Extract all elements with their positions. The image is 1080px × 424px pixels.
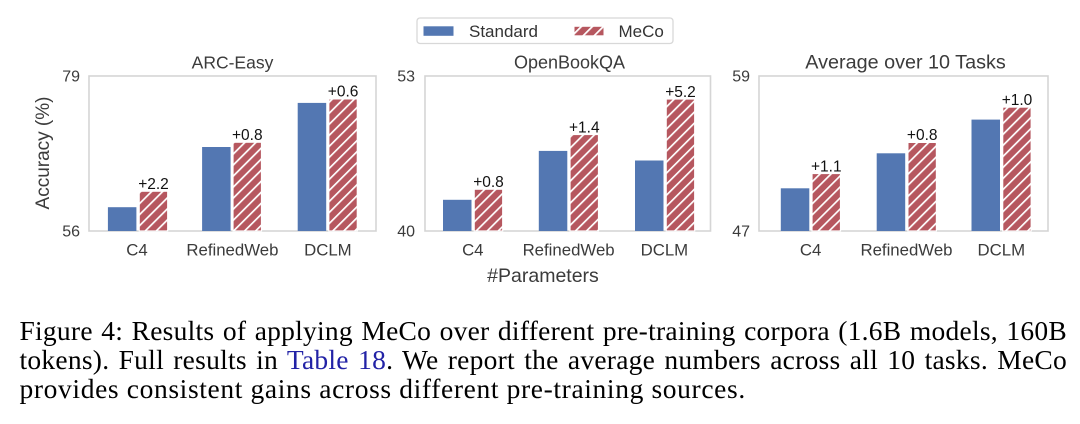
svg-text:53: 53 xyxy=(397,69,415,86)
svg-text:C4: C4 xyxy=(126,241,147,260)
svg-text:Accuracy (%): Accuracy (%) xyxy=(33,97,54,210)
svg-text:Average over 10 Tasks: Average over 10 Tasks xyxy=(805,51,1006,73)
svg-text:ARC-Easy: ARC-Easy xyxy=(192,52,274,72)
svg-text:+1.1: +1.1 xyxy=(811,158,842,175)
svg-text:C4: C4 xyxy=(800,241,821,260)
svg-text:RefinedWeb: RefinedWeb xyxy=(860,241,952,260)
svg-text:#Parameters: #Parameters xyxy=(487,265,599,287)
svg-text:59: 59 xyxy=(732,69,750,86)
svg-text:OpenBookQA: OpenBookQA xyxy=(514,52,625,72)
svg-text:47: 47 xyxy=(732,224,750,241)
svg-text:+1.0: +1.0 xyxy=(1002,92,1033,109)
svg-text:C4: C4 xyxy=(462,241,483,260)
svg-text:Standard: Standard xyxy=(469,22,538,41)
svg-text:+0.6: +0.6 xyxy=(328,84,359,101)
svg-text:+2.2: +2.2 xyxy=(138,176,169,193)
svg-text:DCLM: DCLM xyxy=(304,241,352,260)
svg-text:40: 40 xyxy=(397,224,415,241)
svg-text:+1.4: +1.4 xyxy=(569,119,600,136)
svg-text:+5.2: +5.2 xyxy=(665,84,696,101)
svg-text:RefinedWeb: RefinedWeb xyxy=(186,241,278,260)
svg-text:DCLM: DCLM xyxy=(978,241,1026,260)
svg-text:56: 56 xyxy=(62,224,80,241)
svg-text:+0.8: +0.8 xyxy=(907,127,938,144)
svg-text:79: 79 xyxy=(62,69,80,86)
svg-text:DCLM: DCLM xyxy=(641,241,689,260)
svg-text:+0.8: +0.8 xyxy=(232,127,263,144)
svg-text:MeCo: MeCo xyxy=(619,22,664,41)
svg-text:+0.8: +0.8 xyxy=(473,174,504,191)
svg-text:RefinedWeb: RefinedWeb xyxy=(523,241,615,260)
